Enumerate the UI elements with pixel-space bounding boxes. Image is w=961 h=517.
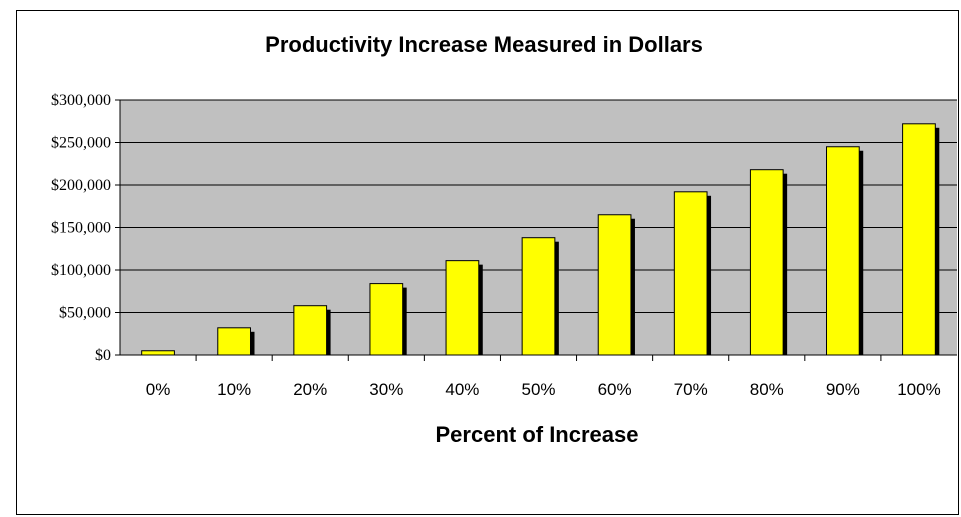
bars <box>141 123 940 356</box>
y-tick-label: $0 <box>95 347 111 364</box>
bar <box>902 123 936 356</box>
x-tick-label: 10% <box>217 380 251 399</box>
bar <box>597 214 632 356</box>
x-tick-label: 40% <box>445 380 479 399</box>
y-tick-label: $250,000 <box>51 135 111 152</box>
x-tick-label: 100% <box>897 380 940 399</box>
bar <box>749 169 784 356</box>
bar <box>217 327 251 356</box>
bar <box>521 237 556 356</box>
bar <box>141 350 175 356</box>
x-tick-label: 30% <box>369 380 403 399</box>
x-tick-label: 0% <box>146 380 171 399</box>
chart-title: Productivity Increase Measured in Dollar… <box>265 32 703 57</box>
x-tick-label: 60% <box>598 380 632 399</box>
bar <box>369 283 404 356</box>
y-tick-label: $100,000 <box>51 262 111 279</box>
bar <box>826 146 860 356</box>
x-axis-ticks: 0% 10% 20% 30% 40% 50% 60% 70% 80% 90% 100% <box>146 355 941 399</box>
y-axis-ticks: $0 $50,000 $100,000 $150,000 $200,000 $250,00… <box>51 92 120 364</box>
y-tick-label: $150,000 <box>51 220 111 237</box>
x-tick-label: 20% <box>293 380 327 399</box>
bar <box>673 191 708 356</box>
y-tick-label: $200,000 <box>51 177 111 194</box>
x-tick-label: 50% <box>521 380 555 399</box>
x-tick-label: 70% <box>674 380 708 399</box>
x-tick-label: 80% <box>750 380 784 399</box>
x-axis-label: Percent of Increase <box>436 422 639 447</box>
bar <box>445 260 480 356</box>
x-tick-label: 90% <box>826 380 860 399</box>
y-tick-label: $50,000 <box>59 305 111 322</box>
y-tick-label: $300,000 <box>51 92 111 109</box>
bar <box>293 305 328 356</box>
